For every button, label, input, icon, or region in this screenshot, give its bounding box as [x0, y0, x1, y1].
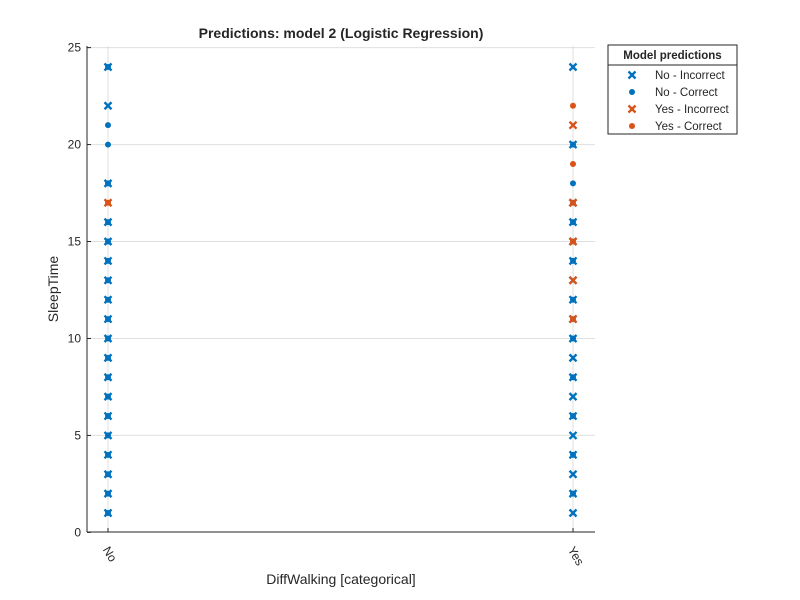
legend-title: Model predictions — [623, 50, 721, 62]
x-marker — [103, 450, 113, 460]
x-marker — [568, 217, 578, 227]
x-marker — [103, 372, 113, 382]
dot-marker — [570, 180, 576, 187]
legend-items: No - Incorrect No - Correct Yes - Incorrec… — [627, 70, 730, 133]
legend-marker — [627, 70, 637, 80]
x-marker — [568, 237, 578, 246]
dot-marker — [105, 122, 111, 129]
legend-marker — [627, 104, 637, 114]
x-marker — [103, 489, 113, 498]
x-marker — [568, 392, 578, 402]
x-marker — [103, 431, 113, 440]
x-marker — [103, 237, 113, 246]
legend-label: No - Correct — [655, 87, 718, 99]
chart-title: Predictions: model 2 (Logistic Regressio… — [199, 25, 484, 41]
x-marker — [103, 411, 113, 421]
x-marker — [568, 372, 578, 382]
x-marker — [568, 275, 578, 285]
legend-marker — [629, 123, 635, 129]
dot-marker — [105, 141, 111, 148]
y-tick-label: 5 — [74, 428, 81, 442]
y-tick-label: 15 — [68, 235, 82, 249]
x-marker — [103, 217, 113, 227]
y-tick-label: 0 — [74, 525, 81, 539]
x-axis-label: DiffWalking [categorical] — [266, 571, 415, 587]
x-marker — [568, 334, 578, 343]
axes-background — [87, 46, 595, 532]
dot-marker — [570, 102, 576, 109]
x-marker — [568, 353, 578, 363]
legend-label: No - Incorrect — [655, 70, 725, 82]
x-marker — [568, 508, 578, 518]
x-marker — [103, 295, 113, 305]
legend-marker — [629, 89, 635, 95]
x-marker — [568, 411, 578, 421]
x-marker — [568, 198, 578, 208]
x-marker — [103, 392, 113, 402]
x-marker — [103, 62, 113, 72]
x-tick-label: No — [100, 544, 120, 565]
x-marker — [568, 450, 578, 460]
y-tick-label: 25 — [68, 41, 82, 55]
x-marker — [103, 469, 113, 479]
x-marker — [568, 295, 578, 305]
x-marker — [568, 314, 578, 324]
x-marker — [568, 62, 578, 72]
grid — [87, 46, 595, 532]
x-marker — [103, 256, 113, 266]
legend-box — [607, 44, 738, 135]
y-tick-label: 10 — [68, 331, 82, 345]
legend: Model predictions No - Incorrect No - Cor… — [607, 44, 738, 135]
x-marker — [103, 314, 113, 324]
x-marker — [568, 120, 578, 130]
x-marker — [103, 178, 113, 188]
legend-label: Yes - Correct — [655, 121, 722, 133]
y-axis-label: SleepTime — [45, 256, 61, 323]
x-marker — [568, 431, 578, 440]
dot-marker — [570, 160, 576, 167]
x-marker — [103, 508, 113, 518]
x-marker — [103, 275, 113, 285]
x-marker — [568, 140, 578, 149]
x-marker — [568, 469, 578, 479]
x-marker — [103, 198, 113, 208]
x-marker — [103, 101, 113, 111]
x-marker — [568, 256, 578, 266]
x-marker — [568, 489, 578, 498]
y-tick-label: 20 — [68, 138, 82, 152]
x-marker — [103, 353, 113, 363]
data-points — [103, 62, 578, 518]
x-marker — [103, 334, 113, 343]
legend-label: Yes - Incorrect — [655, 104, 730, 116]
